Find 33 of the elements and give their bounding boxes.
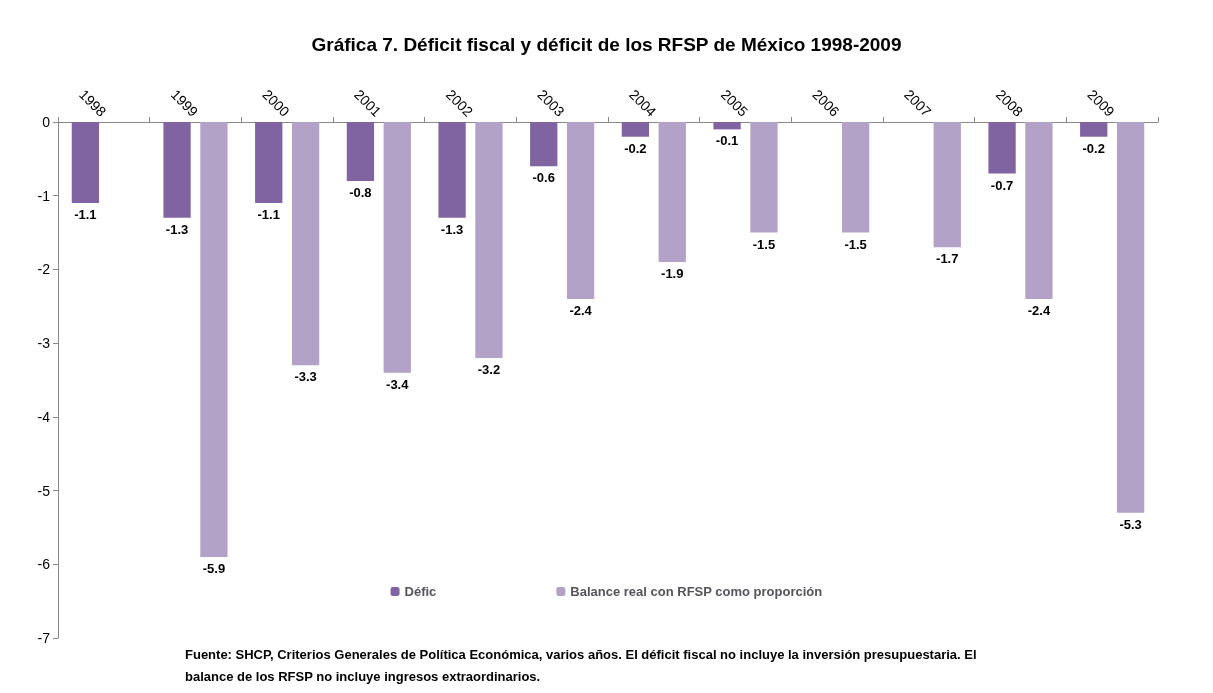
- data-label: -1.3: [440, 221, 464, 237]
- source-note: Fuente: SHCP, Criterios Generales de Política Económica, varios años. El déficit fiscal no incluye la inversión presupuestaria. El balance de los RFSP no incluye ingresos extraordinarios.: [185, 646, 981, 684]
- legend-label: Défic: [404, 584, 437, 599]
- y-tick-label: -1: [37, 187, 51, 204]
- y-tick-label: -5: [37, 482, 51, 499]
- data-label: -1.1: [257, 207, 280, 223]
- data-label: -0.8: [349, 184, 372, 200]
- y-tick-label: -7: [37, 630, 51, 646]
- y-tick-label: -2: [37, 261, 51, 278]
- data-label: -2.4: [569, 302, 593, 318]
- chart-title: Gráfica 7. Déficit fiscal y déficit de los RFSP de México 1998-2009: [311, 34, 902, 55]
- y-tick-label: -3: [37, 335, 51, 352]
- data-label: -1.5: [752, 236, 776, 252]
- data-label: -1.1: [74, 207, 97, 223]
- data-label: -1.3: [165, 221, 189, 237]
- data-label: -1.9: [661, 266, 684, 282]
- data-label: -5.9: [202, 560, 226, 576]
- data-label: -3.4: [386, 376, 410, 392]
- data-label: -0.1: [715, 133, 739, 149]
- data-label: -3.2: [477, 361, 501, 377]
- data-label: -0.2: [1082, 140, 1105, 156]
- data-label: -1.7: [936, 251, 959, 267]
- y-tick-label: -4: [37, 408, 51, 425]
- data-label: -0.2: [624, 140, 647, 156]
- data-label: -3.3: [294, 369, 317, 385]
- y-tick-label: -6: [37, 556, 51, 573]
- data-label: -2.4: [1027, 302, 1051, 318]
- data-label: -5.3: [1119, 516, 1142, 532]
- data-label: -0.7: [990, 177, 1014, 193]
- legend-label: Balance real con RFSP como proporción: [570, 584, 823, 599]
- data-label: -1.5: [844, 236, 867, 252]
- data-label: -0.6: [532, 170, 555, 186]
- y-tick-label: 0: [42, 114, 51, 130]
